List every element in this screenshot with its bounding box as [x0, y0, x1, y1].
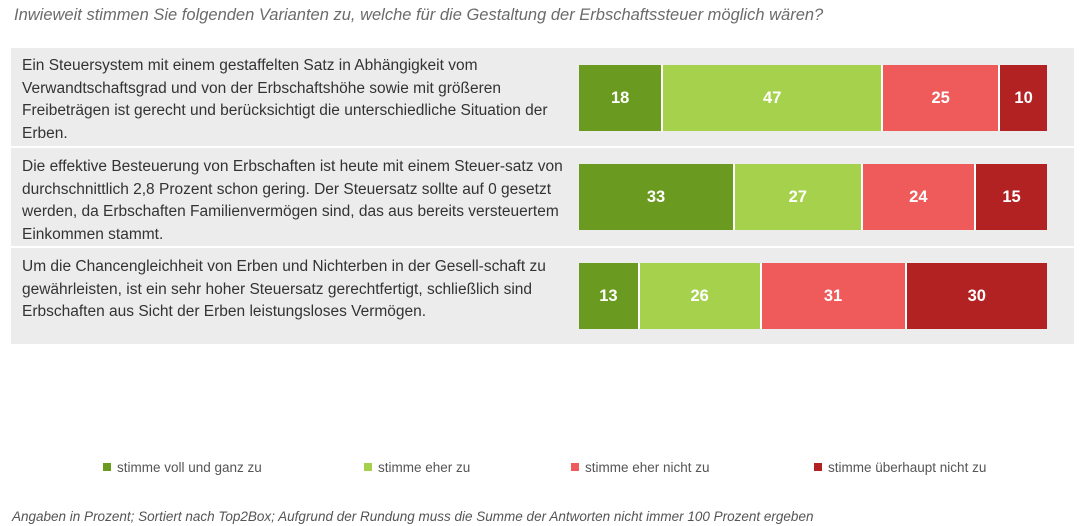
- footnote: Angaben in Prozent; Sortiert nach Top2Bo…: [12, 509, 814, 524]
- legend-label: stimme eher nicht zu: [585, 459, 710, 475]
- data-label: 18: [610, 88, 630, 107]
- data-label: 25: [931, 88, 950, 107]
- bar-segment: 25: [883, 65, 1001, 131]
- data-label: 47: [763, 88, 782, 107]
- data-label: 31: [823, 286, 843, 305]
- bar-segment: 10: [1000, 65, 1047, 131]
- legend-swatch: [364, 463, 372, 471]
- legend-item: stimme überhaupt nicht zu: [814, 457, 986, 477]
- legend-swatch: [571, 463, 579, 471]
- category-label: Die effektive Besteuerung von Erbschafte…: [22, 158, 563, 243]
- chart-title: Inwieweit stimmen Sie folgenden Variante…: [14, 6, 824, 24]
- data-label: 15: [1002, 187, 1021, 206]
- stacked-bar: 18 47 25 10: [579, 65, 1047, 131]
- data-label: 13: [599, 286, 618, 305]
- bar-segment: 24: [862, 164, 977, 230]
- stacked-bar: 33 27 24 15: [579, 164, 1047, 230]
- data-label: 30: [967, 286, 986, 305]
- data-label: 10: [1014, 88, 1033, 107]
- bar-segment: 13: [579, 263, 640, 329]
- stacked-bar: 13 26 31 30: [579, 263, 1047, 329]
- legend-item: stimme eher zu: [364, 457, 470, 477]
- bar-segment: 31: [761, 263, 907, 329]
- bar-segment: 26: [639, 263, 762, 329]
- legend-item: stimme eher nicht zu: [571, 457, 710, 477]
- data-label: 26: [690, 286, 709, 305]
- bar-segment: 30: [906, 263, 1047, 329]
- bar-segment: 27: [735, 164, 863, 230]
- legend-label: stimme eher zu: [378, 459, 471, 475]
- bar-segment: 33: [579, 164, 735, 230]
- category-label: Ein Steuersystem mit einem gestaffelten …: [22, 57, 548, 142]
- bar-segment: 18: [579, 65, 664, 131]
- data-label: 33: [646, 187, 666, 206]
- legend-swatch: [103, 463, 111, 471]
- data-label: 27: [788, 187, 807, 206]
- legend-label: stimme voll und ganz zu: [117, 459, 262, 475]
- legend-item: stimme voll und ganz zu: [103, 457, 262, 477]
- data-label: 24: [909, 187, 928, 206]
- category-label: Um die Chancengleichheit von Erben und N…: [22, 258, 546, 320]
- legend-swatch: [814, 463, 822, 471]
- legend-label: stimme überhaupt nicht zu: [828, 459, 987, 475]
- bar-segment: 15: [976, 164, 1047, 230]
- bar-segment: 47: [663, 65, 884, 131]
